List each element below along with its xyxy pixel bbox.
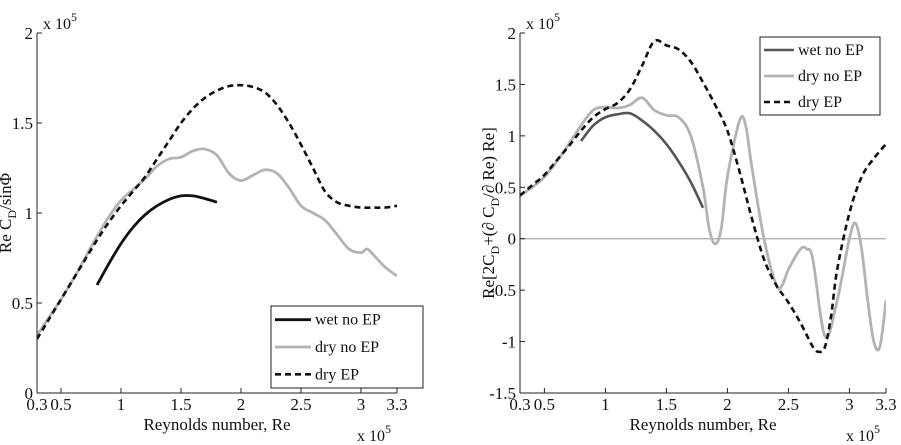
x-multiplier-base: x 10 xyxy=(846,428,874,445)
series-line-dry-no-ep xyxy=(37,147,397,337)
legend: wet no EP dry no EP dry EP xyxy=(759,36,881,116)
x-tick-label: 0.5 xyxy=(50,395,71,414)
x-axis-multiplier: x 105 xyxy=(846,422,880,445)
y-label-subscript: D xyxy=(488,245,502,254)
legend-label: dry no EP xyxy=(798,68,862,85)
x-tick-label: 1.5 xyxy=(170,395,191,414)
series-line-dry-no-ep xyxy=(520,96,886,352)
y-multiplier-base: x 10 xyxy=(43,16,71,33)
x-tick-label: 3.3 xyxy=(875,395,896,414)
x-tick-label: 1 xyxy=(601,395,610,414)
series-group xyxy=(520,38,886,354)
legend-label: dry EP xyxy=(798,94,842,111)
x-axis-label: Reynolds number, Re xyxy=(143,415,290,434)
y-tick-label: -0.5 xyxy=(489,281,516,300)
x-multiplier-exponent: 5 xyxy=(385,422,391,436)
y-axis-multiplier: x 105 xyxy=(43,10,77,33)
y-tick-label: -1.5 xyxy=(489,384,516,403)
y-label-part: Re C xyxy=(0,219,15,253)
y-tick-label: 1.5 xyxy=(12,114,33,133)
y-axis-label: Re[2CD+(∂ CD/∂ Re) Re] xyxy=(479,127,502,299)
x-multiplier-exponent: 5 xyxy=(874,422,880,436)
y-tick-label: 0 xyxy=(25,384,34,403)
x-tick-label: 1 xyxy=(117,395,126,414)
y-label-part: Re[2C xyxy=(479,254,498,298)
x-tick-label: 2 xyxy=(237,395,246,414)
y-tick-label: 1.5 xyxy=(495,75,516,94)
y-tick-label: 2 xyxy=(508,24,517,43)
legend: wet no EP dry no EP dry EP xyxy=(270,305,424,389)
y-label-part: /∂ Re) Re] xyxy=(479,127,498,198)
y-multiplier-base: x 10 xyxy=(526,16,554,33)
y-label-subscript: D xyxy=(488,198,502,207)
right-chart-panel: -1.5-1-0.500.511.520.3 0.5 1 1.5 2 2.5 3 3.3Rey… xyxy=(479,10,897,445)
y-tick-label: 1 xyxy=(508,127,517,146)
x-tick-label: 3.3 xyxy=(386,395,407,414)
y-tick-label: 0.5 xyxy=(495,178,516,197)
x-tick-label: 0.3 xyxy=(26,395,47,414)
x-tick-label: 2.5 xyxy=(778,395,799,414)
legend-label: dry EP xyxy=(315,366,359,383)
series-group xyxy=(37,83,397,340)
y-axis-multiplier: x 105 xyxy=(526,10,560,33)
y-multiplier-exponent: 5 xyxy=(554,10,560,24)
x-tick-label: 2.5 xyxy=(290,395,311,414)
y-tick-label: 2 xyxy=(25,24,34,43)
series-line-wet-no-ep xyxy=(95,194,218,286)
x-tick-label: 1.5 xyxy=(656,395,677,414)
y-tick-label: -1 xyxy=(502,333,516,352)
x-tick-label: 2 xyxy=(723,395,732,414)
x-tick-label: 3 xyxy=(357,395,366,414)
x-tick-label: 0.3 xyxy=(509,395,530,414)
x-multiplier-base: x 10 xyxy=(357,428,385,445)
x-tick-label: 0.5 xyxy=(534,395,555,414)
y-label-subscript: D xyxy=(5,210,19,219)
series-line-dry-ep xyxy=(37,83,397,340)
legend-label: wet no EP xyxy=(798,42,864,59)
y-tick-label: 0.5 xyxy=(12,294,33,313)
y-axis-label: Re CD/sinΦ xyxy=(0,173,19,253)
y-multiplier-exponent: 5 xyxy=(71,10,77,24)
y-label-part: +(∂ C xyxy=(479,207,498,246)
y-label-part: /sinΦ xyxy=(0,173,15,210)
series-line-wet-no-ep xyxy=(579,111,705,209)
x-axis-label: Reynolds number, Re xyxy=(629,415,776,434)
x-tick-label: 3 xyxy=(845,395,854,414)
x-axis-multiplier: x 105 xyxy=(357,422,391,445)
series-line-dry-ep xyxy=(520,38,886,354)
legend-label: wet no EP xyxy=(315,312,381,329)
y-tick-label: 1 xyxy=(25,204,34,223)
y-tick-label: 0 xyxy=(508,230,517,249)
legend-label: dry no EP xyxy=(315,339,379,356)
